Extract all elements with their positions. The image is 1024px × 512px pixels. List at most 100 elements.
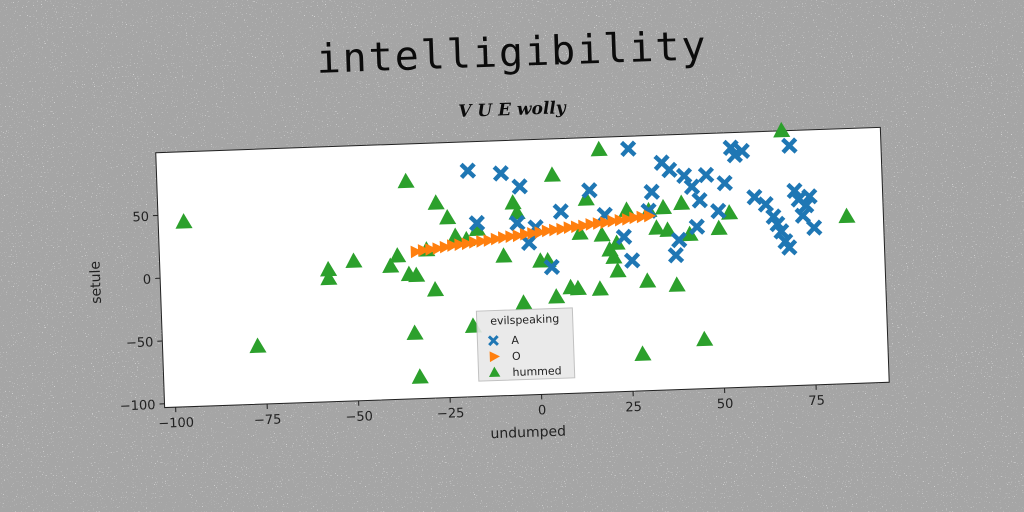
point-a [459, 162, 477, 179]
point-a [710, 202, 727, 220]
legend-title: evilspeaking [490, 312, 559, 327]
point-hummed [249, 337, 267, 354]
point-o [468, 236, 481, 249]
point-a [794, 207, 812, 224]
point-hummed [427, 281, 445, 297]
point-o [534, 226, 547, 239]
point-hummed [593, 226, 611, 242]
point-a [667, 246, 685, 264]
y-tick-label: 50 [132, 210, 149, 226]
point-o [556, 222, 569, 236]
point-a [716, 174, 733, 192]
point-hummed [773, 121, 791, 138]
point-o [636, 210, 649, 224]
point-o [490, 232, 503, 246]
point-a [661, 161, 678, 179]
legend-label-a: A [511, 334, 519, 347]
point-o [505, 230, 518, 243]
point-a [468, 214, 486, 232]
point-a [543, 258, 561, 276]
point-o [563, 221, 576, 234]
point-o [592, 217, 605, 230]
point-hummed [681, 225, 699, 242]
x-tick-label: −100 [158, 416, 194, 432]
point-hummed [654, 198, 673, 215]
x-axis-label: undumped [490, 424, 566, 443]
point-o [476, 235, 489, 248]
point-a [615, 228, 633, 246]
legend-box [475, 307, 576, 382]
point-a [780, 239, 798, 256]
point-o [629, 211, 642, 225]
y-axis-label: setule [88, 261, 105, 304]
point-o [585, 218, 598, 231]
point-hummed [320, 260, 338, 277]
point-hummed [577, 190, 595, 206]
point-a [520, 234, 538, 252]
point-hummed [447, 227, 465, 244]
point-a [757, 196, 775, 213]
point-o [600, 216, 613, 229]
point-o [621, 213, 635, 226]
point-hummed [389, 247, 407, 263]
point-hummed [175, 213, 193, 229]
point-o [643, 209, 656, 223]
point-a [688, 218, 706, 236]
point-o [417, 244, 430, 257]
point-hummed [439, 208, 457, 225]
point-a [492, 165, 510, 182]
point-o [614, 213, 627, 227]
x-tick-label: 25 [625, 400, 642, 416]
point-hummed [548, 288, 566, 304]
point-hummed [696, 330, 714, 347]
x-tick-label: −25 [437, 406, 465, 422]
point-o [410, 245, 423, 259]
y-tick-label: −50 [126, 335, 154, 351]
point-hummed [495, 247, 513, 263]
point-hummed [590, 140, 608, 157]
x-tick-label: −75 [254, 412, 282, 428]
point-hummed [668, 276, 686, 292]
point-hummed [710, 219, 728, 236]
point-a [691, 192, 708, 209]
point-hummed [382, 257, 400, 274]
point-hummed [648, 219, 666, 235]
point-o [497, 231, 511, 244]
point-hummed [345, 252, 363, 269]
point-a [581, 182, 598, 199]
point-a [805, 219, 823, 237]
point-o [461, 237, 474, 251]
point-o [432, 242, 445, 255]
x-tick-label: 75 [808, 394, 825, 410]
point-hummed [673, 194, 691, 211]
point-hummed [591, 280, 609, 296]
point-a [733, 142, 751, 160]
point-o [483, 234, 496, 247]
point-hummed [639, 272, 657, 288]
x-tick-label: 50 [717, 397, 734, 413]
point-hummed [408, 266, 426, 283]
point-hummed [605, 248, 623, 264]
point-o [512, 229, 525, 243]
point-o [549, 223, 562, 237]
point-a [801, 188, 818, 205]
point-o [439, 240, 452, 254]
point-hummed [659, 221, 677, 237]
point-hummed [609, 262, 627, 278]
point-a [746, 188, 763, 206]
point-o [425, 243, 438, 256]
point-hummed [571, 224, 589, 241]
point-a [619, 140, 637, 158]
point-hummed [320, 269, 338, 286]
legend-marker-o [489, 351, 500, 363]
legend-marker-hummed [488, 366, 501, 377]
point-hummed [397, 172, 415, 189]
point-a [683, 178, 701, 196]
point-hummed [569, 279, 587, 296]
point-hummed [634, 345, 652, 362]
point-a [675, 167, 693, 185]
point-o [541, 224, 554, 238]
point-hummed [838, 207, 856, 224]
legend-label-hummed: hummed [512, 364, 562, 379]
